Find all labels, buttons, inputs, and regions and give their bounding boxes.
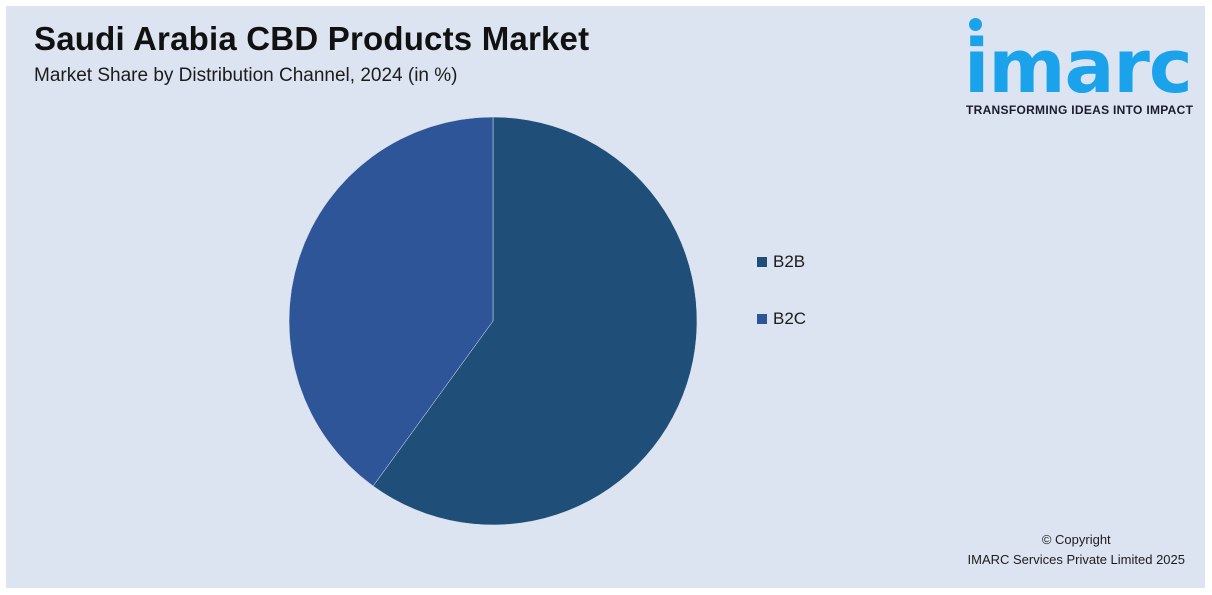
copyright-company: IMARC Services Private Limited 2025: [967, 552, 1185, 567]
legend-label-b2b: B2B: [773, 252, 806, 271]
chart-legend: B2B B2C: [757, 252, 806, 366]
chart-title: Saudi Arabia CBD Products Market: [34, 20, 590, 57]
logo-wordmark: imarc: [964, 24, 1193, 110]
chart-frame: Saudi Arabia CBD Products Market Market …: [6, 6, 1205, 588]
legend-swatch-b2c: [757, 314, 767, 324]
legend-item-b2b: B2B: [757, 252, 806, 272]
copyright-text: © Copyright: [1041, 532, 1111, 547]
legend-swatch-b2b: [757, 257, 767, 267]
logo-dot-icon: [969, 18, 982, 31]
copyright-footer: © Copyright IMARC Services Private Limit…: [968, 530, 1185, 570]
legend-label-b2c: B2C: [773, 309, 807, 328]
imarc-logo: imarc TRANSFORMING IDEAS INTO IMPACT: [964, 18, 1196, 124]
legend-item-b2c: B2C: [757, 309, 806, 329]
pie-slice-b2c: [288, 116, 494, 487]
pie-chart: [288, 116, 698, 526]
pie-slice-b2b: [372, 116, 698, 526]
logo-tagline: TRANSFORMING IDEAS INTO IMPACT: [966, 103, 1194, 117]
chart-subtitle: Market Share by Distribution Channel, 20…: [34, 65, 458, 86]
